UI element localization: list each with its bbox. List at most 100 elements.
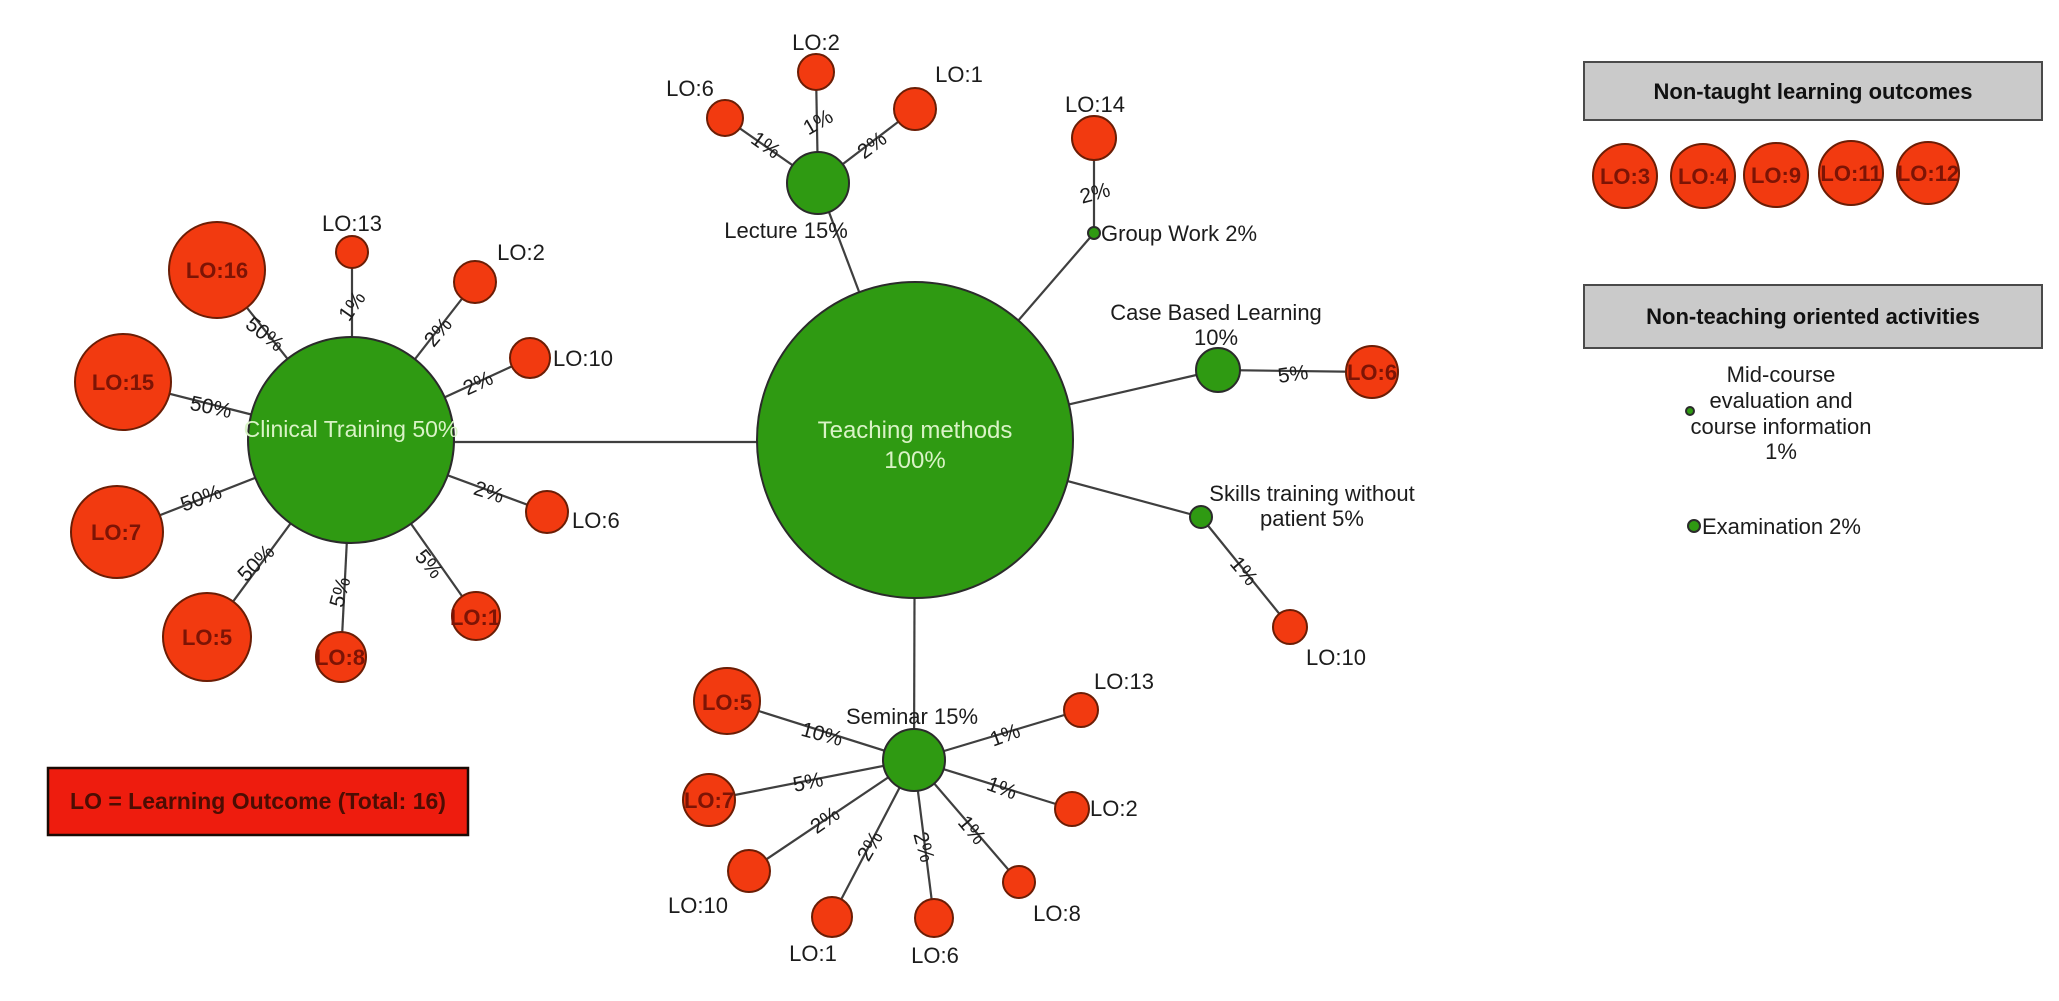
node-nontaught-lo4 (1670, 143, 1736, 209)
node-lecture-lo1 (893, 87, 937, 131)
nodes (70, 53, 1960, 938)
seminar-lo2-pct: 1% (984, 772, 1020, 804)
non-teaching-header: Non-teaching oriented activities (1646, 304, 1980, 329)
examination-label: Examination 2% (1702, 514, 1861, 539)
node-groupwork-lo14 (1071, 115, 1117, 161)
lecture-lo6-pct: 1% (747, 127, 785, 163)
seminar-lo13-label: LO:13 (1094, 669, 1154, 694)
clinical-lo8-pct: 5% (325, 574, 355, 609)
node-casebased-lo6 (1345, 345, 1399, 399)
seminar-lo13-pct: 1% (987, 719, 1023, 751)
node-seminar-lo5 (693, 667, 761, 735)
lecture-lo2-label: LO:2 (792, 30, 840, 55)
skills-lo10-label: LO:10 (1306, 645, 1366, 670)
node-nontaught-lo9 (1743, 142, 1809, 208)
skills-label-line1: Skills training without (1209, 481, 1414, 506)
clinical-lo8-label: LO:8 (315, 645, 365, 670)
clinical-lo6-label: LO:6 (572, 508, 620, 533)
non-teaching-header-box (1583, 284, 2043, 349)
clinical-lo7-label: LO:7 (91, 520, 141, 545)
lecture-lo2-pct: 1% (799, 105, 837, 140)
node-group-work (1087, 226, 1101, 240)
groupwork-lo14-label: LO:14 (1065, 92, 1125, 117)
node-midcourse-dot (1685, 406, 1695, 416)
node-clinical-lo13 (335, 235, 369, 269)
teaching-label-line2: 100% (884, 447, 945, 474)
node-seminar-lo7 (682, 773, 736, 827)
node-case-based-learning (1195, 347, 1241, 393)
node-seminar-lo1 (811, 896, 853, 938)
node-lecture-lo6 (706, 99, 744, 137)
legend-box (46, 766, 470, 837)
groupwork-label: Group Work 2% (1101, 221, 1257, 246)
nontaught-lo9-label: LO:9 (1751, 163, 1801, 188)
nontaught-lo12-label: LO:12 (1897, 161, 1959, 186)
seminar-lo10-pct: 2% (806, 802, 844, 838)
node-seminar-lo6 (914, 898, 954, 938)
clinical-lo15-pct: 50% (188, 392, 234, 423)
node-skills-training (1189, 505, 1213, 529)
clinical-lo5-label: LO:5 (182, 625, 232, 650)
seminar-lo7-label: LO:7 (684, 788, 734, 813)
non-taught-header: Non-taught learning outcomes (1654, 79, 1973, 104)
seminar-label: Seminar 15% (846, 704, 978, 729)
clinical-lo7-pct: 50% (177, 480, 224, 516)
node-seminar (882, 728, 946, 792)
midcourse-line2: evaluation and (1709, 388, 1852, 413)
node-seminar-lo2 (1054, 791, 1090, 827)
clinical-lo13-label: LO:13 (322, 211, 382, 236)
seminar-lo8-label: LO:8 (1033, 901, 1081, 926)
seminar-lo6-pct: 2% (908, 829, 938, 864)
node-lecture (786, 151, 850, 215)
seminar-lo1-pct: 2% (853, 827, 888, 865)
casebased-lo6-label: LO:6 (1347, 360, 1397, 385)
seminar-lo1-label: LO:1 (789, 941, 837, 966)
legend-text: LO = Learning Outcome (Total: 16) (70, 788, 446, 814)
seminar-lo5-label: LO:5 (702, 690, 752, 715)
node-clinical-lo6 (525, 490, 569, 534)
node-nontaught-lo11 (1818, 140, 1884, 206)
clinical-label: Clinical Training 50% (244, 416, 459, 442)
clinical-lo13-pct: 1% (334, 287, 370, 325)
node-clinical-lo15 (74, 333, 172, 431)
nontaught-lo3-label: LO:3 (1600, 164, 1650, 189)
node-teaching-methods (756, 281, 1074, 599)
edge-seminar-lo7 (708, 758, 915, 802)
node-nontaught-lo12 (1896, 141, 1960, 205)
seminar-lo5-pct: 10% (799, 718, 846, 751)
node-lecture-lo2 (797, 53, 835, 91)
node-seminar-lo10 (727, 849, 771, 893)
midcourse-line4: 1% (1765, 439, 1797, 464)
node-seminar-lo8 (1002, 865, 1036, 899)
nontaught-lo11-label: LO:11 (1820, 161, 1881, 186)
midcourse-line1: Mid-course (1727, 362, 1836, 387)
clinical-lo6-pct: 2% (471, 477, 507, 508)
node-clinical-lo5 (162, 592, 252, 682)
node-nontaught-lo3 (1592, 143, 1658, 209)
node-examination-dot (1687, 519, 1701, 533)
midcourse-line3: course information (1691, 414, 1872, 439)
clinical-lo16-label: LO:16 (186, 258, 248, 283)
edge-skills-lo10 (1200, 516, 1291, 628)
teaching-label-line1: Teaching methods (818, 417, 1013, 444)
casebased-label: Case Based Learning (1110, 300, 1322, 325)
skills-label-line2: patient 5% (1260, 506, 1364, 531)
clinical-lo15-label: LO:15 (92, 370, 154, 395)
clinical-lo1-label: LO:1 (450, 605, 500, 630)
clinical-lo1-pct: 5% (410, 545, 447, 583)
seminar-lo10-label: LO:10 (668, 893, 728, 918)
edge-seminar-lo10 (748, 759, 915, 872)
node-clinical-lo16 (168, 221, 266, 319)
node-clinical-lo7 (70, 485, 164, 579)
clinical-lo2-label: LO:2 (497, 240, 545, 265)
lecture-lo6-label: LO:6 (666, 76, 714, 101)
node-clinical-training (247, 336, 455, 544)
node-clinical-lo2 (453, 260, 497, 304)
node-seminar-lo13 (1063, 692, 1099, 728)
node-skills-lo10 (1272, 609, 1308, 645)
lecture-lo1-label: LO:1 (935, 62, 983, 87)
seminar-lo6-label: LO:6 (911, 943, 959, 968)
clinical-lo10-label: LO:10 (553, 346, 613, 371)
nontaught-lo4-label: LO:4 (1678, 164, 1729, 189)
